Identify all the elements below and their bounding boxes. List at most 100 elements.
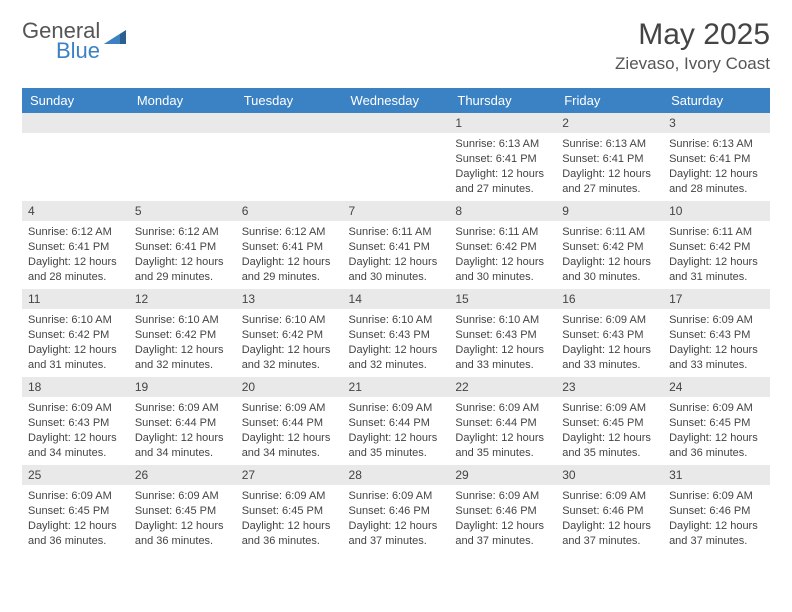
calendar-cell: 28Sunrise: 6:09 AMSunset: 6:46 PMDayligh… [343,465,450,553]
sunrise-line: Sunrise: 6:12 AM [242,226,326,238]
day-details: Sunrise: 6:09 AMSunset: 6:44 PMDaylight:… [343,397,450,464]
day-number: 24 [663,377,770,397]
calendar-row: 11Sunrise: 6:10 AMSunset: 6:42 PMDayligh… [22,289,770,377]
day-number: 1 [449,113,556,133]
daylight-line: Daylight: 12 hours and 28 minutes. [669,168,758,195]
calendar-table: SundayMondayTuesdayWednesdayThursdayFrid… [22,88,770,553]
day-details: Sunrise: 6:09 AMSunset: 6:45 PMDaylight:… [22,485,129,552]
day-number [129,113,236,133]
calendar-cell: 12Sunrise: 6:10 AMSunset: 6:42 PMDayligh… [129,289,236,377]
sunset-line: Sunset: 6:45 PM [242,505,323,517]
sunrise-line: Sunrise: 6:10 AM [242,314,326,326]
day-number: 13 [236,289,343,309]
sunset-line: Sunset: 6:43 PM [455,329,536,341]
daylight-line: Daylight: 12 hours and 35 minutes. [562,432,651,459]
calendar-cell: 13Sunrise: 6:10 AMSunset: 6:42 PMDayligh… [236,289,343,377]
daylight-line: Daylight: 12 hours and 33 minutes. [669,344,758,371]
sunrise-line: Sunrise: 6:09 AM [135,490,219,502]
sunrise-line: Sunrise: 6:09 AM [562,314,646,326]
sunrise-line: Sunrise: 6:10 AM [135,314,219,326]
calendar-cell: 10Sunrise: 6:11 AMSunset: 6:42 PMDayligh… [663,201,770,289]
calendar-cell: 26Sunrise: 6:09 AMSunset: 6:45 PMDayligh… [129,465,236,553]
calendar-cell [236,113,343,201]
calendar-cell: 9 Sunrise: 6:11 AM Sunset: 6:42 PM Daylight… [556,201,663,289]
sunset-line: Sunset: 6:42 PM [28,329,109,341]
weekday-header: Friday [556,88,663,113]
sunrise-line: Sunrise: 6:09 AM [669,490,753,502]
sunset-line: Sunset: 6:41 PM [28,241,109,253]
day-number: 9 [556,201,663,221]
daylight-line: Daylight: 12 hours and 36 minutes. [669,432,758,459]
day-number [343,113,450,133]
location: Zievaso, Ivory Coast [615,54,770,74]
day-number: 17 [663,289,770,309]
sunrise-line: Sunrise: 6:09 AM [28,490,112,502]
sunset-line: Sunset: 6:42 PM [562,241,643,253]
day-details: Sunrise: 6:11 AMSunset: 6:41 PMDaylight:… [343,221,450,288]
calendar-cell [129,113,236,201]
day-details: Sunrise: 6:13 AMSunset: 6:41 PMDaylight:… [663,133,770,200]
daylight-line: Daylight: 12 hours and 36 minutes. [242,520,331,547]
calendar-cell: 25Sunrise: 6:09 AMSunset: 6:45 PMDayligh… [22,465,129,553]
daylight-line: Daylight: 12 hours and 29 minutes. [242,256,331,283]
sunrise-line: Sunrise: 6:11 AM [349,226,432,238]
day-details: Sunrise: 6:09 AMSunset: 6:46 PMDaylight:… [556,485,663,552]
daylight-line: Daylight: 12 hours and 30 minutes. [562,256,651,283]
day-details: Sunrise: 6:12 AMSunset: 6:41 PMDaylight:… [236,221,343,288]
daylight-line: Daylight: 12 hours and 37 minutes. [562,520,651,547]
calendar-cell: 18Sunrise: 6:09 AMSunset: 6:43 PMDayligh… [22,377,129,465]
sunrise-line: Sunrise: 6:10 AM [349,314,433,326]
day-details: Sunrise: 6:09 AMSunset: 6:46 PMDaylight:… [343,485,450,552]
day-number: 29 [449,465,556,485]
calendar-cell: 15Sunrise: 6:10 AMSunset: 6:43 PMDayligh… [449,289,556,377]
day-number: 28 [343,465,450,485]
weekday-header: Tuesday [236,88,343,113]
day-number: 30 [556,465,663,485]
sunrise-line: Sunrise: 6:09 AM [242,490,326,502]
calendar-row: 25Sunrise: 6:09 AMSunset: 6:45 PMDayligh… [22,465,770,553]
calendar-cell: 31Sunrise: 6:09 AMSunset: 6:46 PMDayligh… [663,465,770,553]
daylight-line: Daylight: 12 hours and 36 minutes. [28,520,117,547]
calendar-body: 1Sunrise: 6:13 AMSunset: 6:41 PMDaylight… [22,113,770,553]
day-details: Sunrise: 6:11 AM Sunset: 6:42 PM Daylight:… [556,221,663,288]
day-number [22,113,129,133]
day-number: 8 [449,201,556,221]
sunrise-line: Sunrise: 6:09 AM [562,490,646,502]
sunrise-line: Sunrise: 6:09 AM [562,402,646,414]
day-number: 22 [449,377,556,397]
day-number: 21 [343,377,450,397]
sunrise-line: Sunrise: 6:12 AM [28,226,112,238]
daylight-line: Daylight: 12 hours and 37 minutes. [455,520,544,547]
sunrise-line: Sunrise: 6:09 AM [28,402,112,414]
sunrise-line: Sunrise: 6:11 AM [562,226,645,238]
daylight-line: Daylight: 12 hours and 34 minutes. [242,432,331,459]
sunrise-line: Sunrise: 6:13 AM [455,138,539,150]
logo-text-blue: Blue [20,38,100,64]
sunset-line: Sunset: 6:46 PM [349,505,430,517]
logo-triangle-icon [104,26,126,44]
daylight-line: Daylight: 12 hours and 28 minutes. [28,256,117,283]
sunrise-line: Sunrise: 6:09 AM [349,490,433,502]
day-details [129,133,236,193]
sunset-line: Sunset: 6:43 PM [562,329,643,341]
sunset-line: Sunset: 6:44 PM [242,417,323,429]
day-details: Sunrise: 6:12 AMSunset: 6:41 PMDaylight:… [129,221,236,288]
day-number: 15 [449,289,556,309]
sunrise-line: Sunrise: 6:13 AM [669,138,753,150]
day-number [236,113,343,133]
daylight-line: Daylight: 12 hours and 31 minutes. [669,256,758,283]
calendar-cell: 21Sunrise: 6:09 AMSunset: 6:44 PMDayligh… [343,377,450,465]
daylight-line: Daylight: 12 hours and 32 minutes. [349,344,438,371]
sunrise-line: Sunrise: 6:09 AM [669,314,753,326]
calendar-cell: 5Sunrise: 6:12 AMSunset: 6:41 PMDaylight… [129,201,236,289]
calendar-cell: 19Sunrise: 6:09 AMSunset: 6:44 PMDayligh… [129,377,236,465]
sunset-line: Sunset: 6:41 PM [455,153,536,165]
daylight-line: Daylight: 12 hours and 34 minutes. [135,432,224,459]
sunrise-line: Sunrise: 6:12 AM [135,226,219,238]
sunset-line: Sunset: 6:42 PM [669,241,750,253]
sunrise-line: Sunrise: 6:11 AM [455,226,538,238]
sunset-line: Sunset: 6:46 PM [455,505,536,517]
day-details: Sunrise: 6:09 AMSunset: 6:45 PMDaylight:… [663,397,770,464]
logo: General Blue [22,18,126,64]
day-number: 5 [129,201,236,221]
